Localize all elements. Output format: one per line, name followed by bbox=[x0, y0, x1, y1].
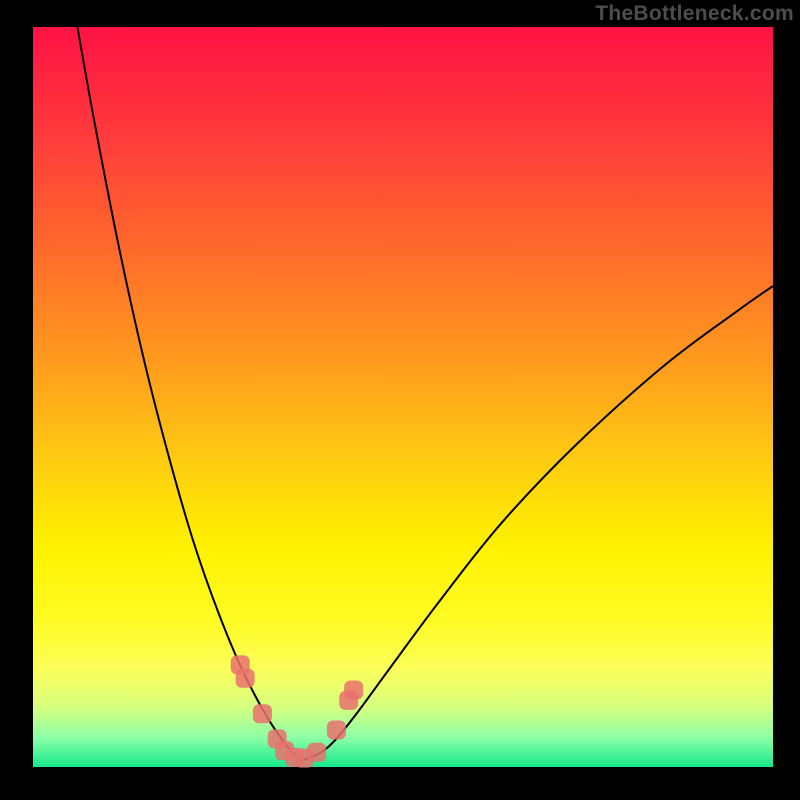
chart-svg bbox=[0, 0, 800, 800]
highlight-marker bbox=[236, 669, 255, 688]
highlight-marker bbox=[344, 681, 363, 700]
chart-stage: TheBottleneck.com bbox=[0, 0, 800, 800]
highlight-marker bbox=[307, 743, 326, 762]
plot-background bbox=[33, 27, 773, 767]
watermark-label: TheBottleneck.com bbox=[595, 2, 794, 26]
highlight-marker bbox=[327, 721, 346, 740]
highlight-marker bbox=[253, 704, 272, 723]
